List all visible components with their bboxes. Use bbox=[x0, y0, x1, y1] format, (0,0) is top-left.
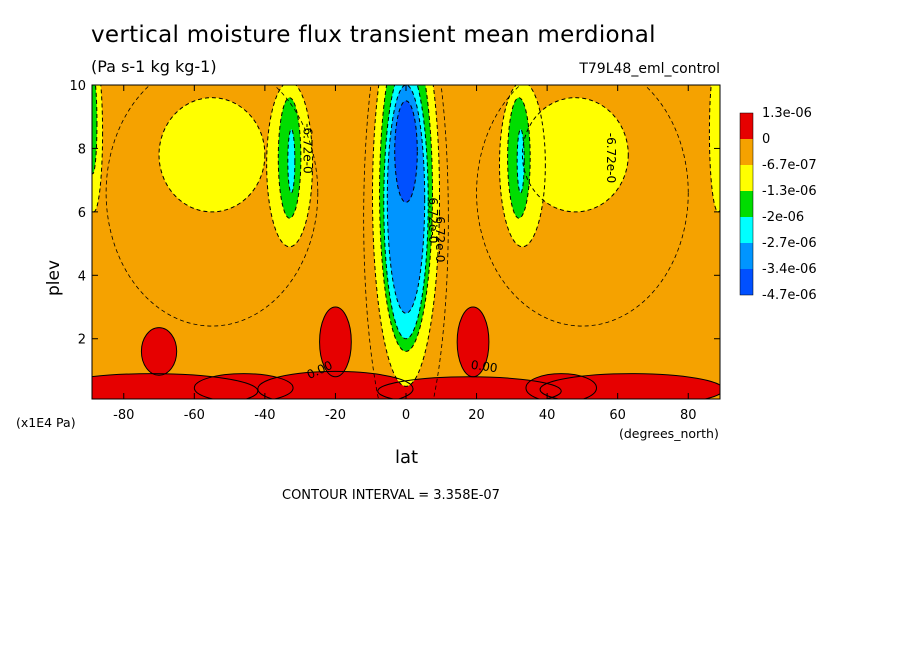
contour-label: -6.72e-0 bbox=[433, 212, 447, 262]
contour-line bbox=[193, 373, 294, 399]
red-region bbox=[257, 371, 414, 399]
contour-line bbox=[521, 97, 629, 213]
contour-line bbox=[379, 85, 433, 352]
x-tick-label: 60 bbox=[609, 408, 626, 423]
x-axis-units: (degrees_north) bbox=[619, 426, 719, 441]
contour-line bbox=[287, 128, 296, 194]
red-region bbox=[141, 327, 177, 376]
contour-label: -6.72e-0 bbox=[426, 193, 440, 243]
colorbar-label: -4.7e-06 bbox=[762, 288, 817, 303]
contour-field bbox=[92, 85, 720, 399]
x-tick-label: 20 bbox=[468, 408, 485, 423]
contour-line bbox=[476, 85, 689, 327]
contour-line bbox=[525, 373, 598, 399]
red-region bbox=[457, 307, 489, 377]
contour-line bbox=[507, 97, 531, 219]
y-axis-units: (x1E4 Pa) bbox=[16, 415, 76, 430]
contour-line bbox=[363, 85, 449, 399]
y-tick-label: 8 bbox=[78, 142, 86, 157]
colorbar-swatch bbox=[740, 217, 753, 243]
colorbar-label: -3.4e-06 bbox=[762, 262, 817, 277]
colorbar-swatch bbox=[740, 191, 753, 217]
contour-line bbox=[499, 85, 546, 248]
contour-line bbox=[92, 85, 98, 175]
contour-line bbox=[386, 85, 426, 314]
yellow-region bbox=[159, 97, 265, 212]
x-axis: -80 -60 -40 -20 0 20 40 60 80 bbox=[113, 85, 697, 423]
colorbar-frame bbox=[739, 112, 754, 296]
colorbar-swatch bbox=[740, 139, 753, 165]
x-tick-label: -80 bbox=[113, 408, 134, 423]
chart-title: vertical moisture flux transient mean me… bbox=[91, 22, 656, 48]
contour-line bbox=[277, 97, 302, 219]
colorbar-label: -1.3e-06 bbox=[762, 184, 817, 199]
cyan-region bbox=[517, 129, 525, 193]
run-name: T79L48_eml_control bbox=[579, 61, 720, 77]
red-region bbox=[377, 376, 562, 399]
y-axis: 2 4 6 8 10 bbox=[69, 79, 720, 348]
x-tick-label: 40 bbox=[539, 408, 556, 423]
contour-label: -6.72e-0 bbox=[301, 123, 315, 173]
contour-label: 0.00 bbox=[470, 358, 498, 376]
contour-line bbox=[377, 376, 562, 399]
colorbar-label: -6.7e-07 bbox=[762, 158, 817, 173]
contour-line bbox=[371, 85, 441, 387]
x-tick-label: -20 bbox=[325, 408, 346, 423]
contour-line bbox=[266, 85, 313, 248]
chart-units: (Pa s-1 kg kg-1) bbox=[91, 57, 217, 76]
colorbar-label: -2e-06 bbox=[762, 210, 804, 225]
yellow-region bbox=[522, 97, 629, 212]
contour-interval: CONTOUR INTERVAL = 3.358E-07 bbox=[282, 488, 500, 503]
cyan-region bbox=[287, 129, 295, 193]
colorbar-swatch bbox=[740, 269, 753, 295]
blue-region bbox=[394, 100, 418, 203]
colorbar-label: 1.3e-06 bbox=[762, 106, 812, 121]
x-axis-label: lat bbox=[395, 447, 419, 468]
x-tick-label: 0 bbox=[402, 408, 410, 423]
y-tick-label: 10 bbox=[69, 79, 86, 94]
contour-line bbox=[158, 97, 266, 213]
colorbar-swatch bbox=[740, 113, 753, 139]
colorbar: 1.3e-06 0 -6.7e-07 -1.3e-06 -2e-06 -2.7e-06 -3… bbox=[739, 106, 817, 303]
y-axis-label: plev bbox=[44, 259, 65, 297]
colorbar-swatch bbox=[740, 243, 753, 269]
colorbar-swatch bbox=[740, 165, 753, 191]
contour-line bbox=[456, 306, 490, 378]
colorbar-label: -2.7e-06 bbox=[762, 236, 817, 251]
green-region bbox=[92, 85, 97, 174]
contour-line bbox=[394, 100, 418, 203]
colorbar-label: 0 bbox=[762, 132, 770, 147]
y-tick-label: 2 bbox=[78, 333, 86, 348]
contour-label: -6.72e-0 bbox=[604, 133, 618, 183]
contour-line bbox=[319, 306, 352, 378]
contour-line bbox=[257, 370, 414, 399]
contour-line bbox=[516, 128, 525, 194]
contour-line bbox=[539, 373, 720, 399]
x-tick-label: -60 bbox=[184, 408, 205, 423]
y-tick-label: 6 bbox=[78, 206, 86, 221]
y-tick-label: 4 bbox=[78, 269, 86, 284]
contour-line bbox=[140, 327, 178, 376]
contour-line bbox=[383, 85, 429, 340]
x-tick-label: 80 bbox=[680, 408, 697, 423]
red-region bbox=[319, 307, 352, 377]
red-region bbox=[540, 373, 720, 399]
contour-line bbox=[105, 85, 319, 327]
x-tick-label: -40 bbox=[254, 408, 275, 423]
